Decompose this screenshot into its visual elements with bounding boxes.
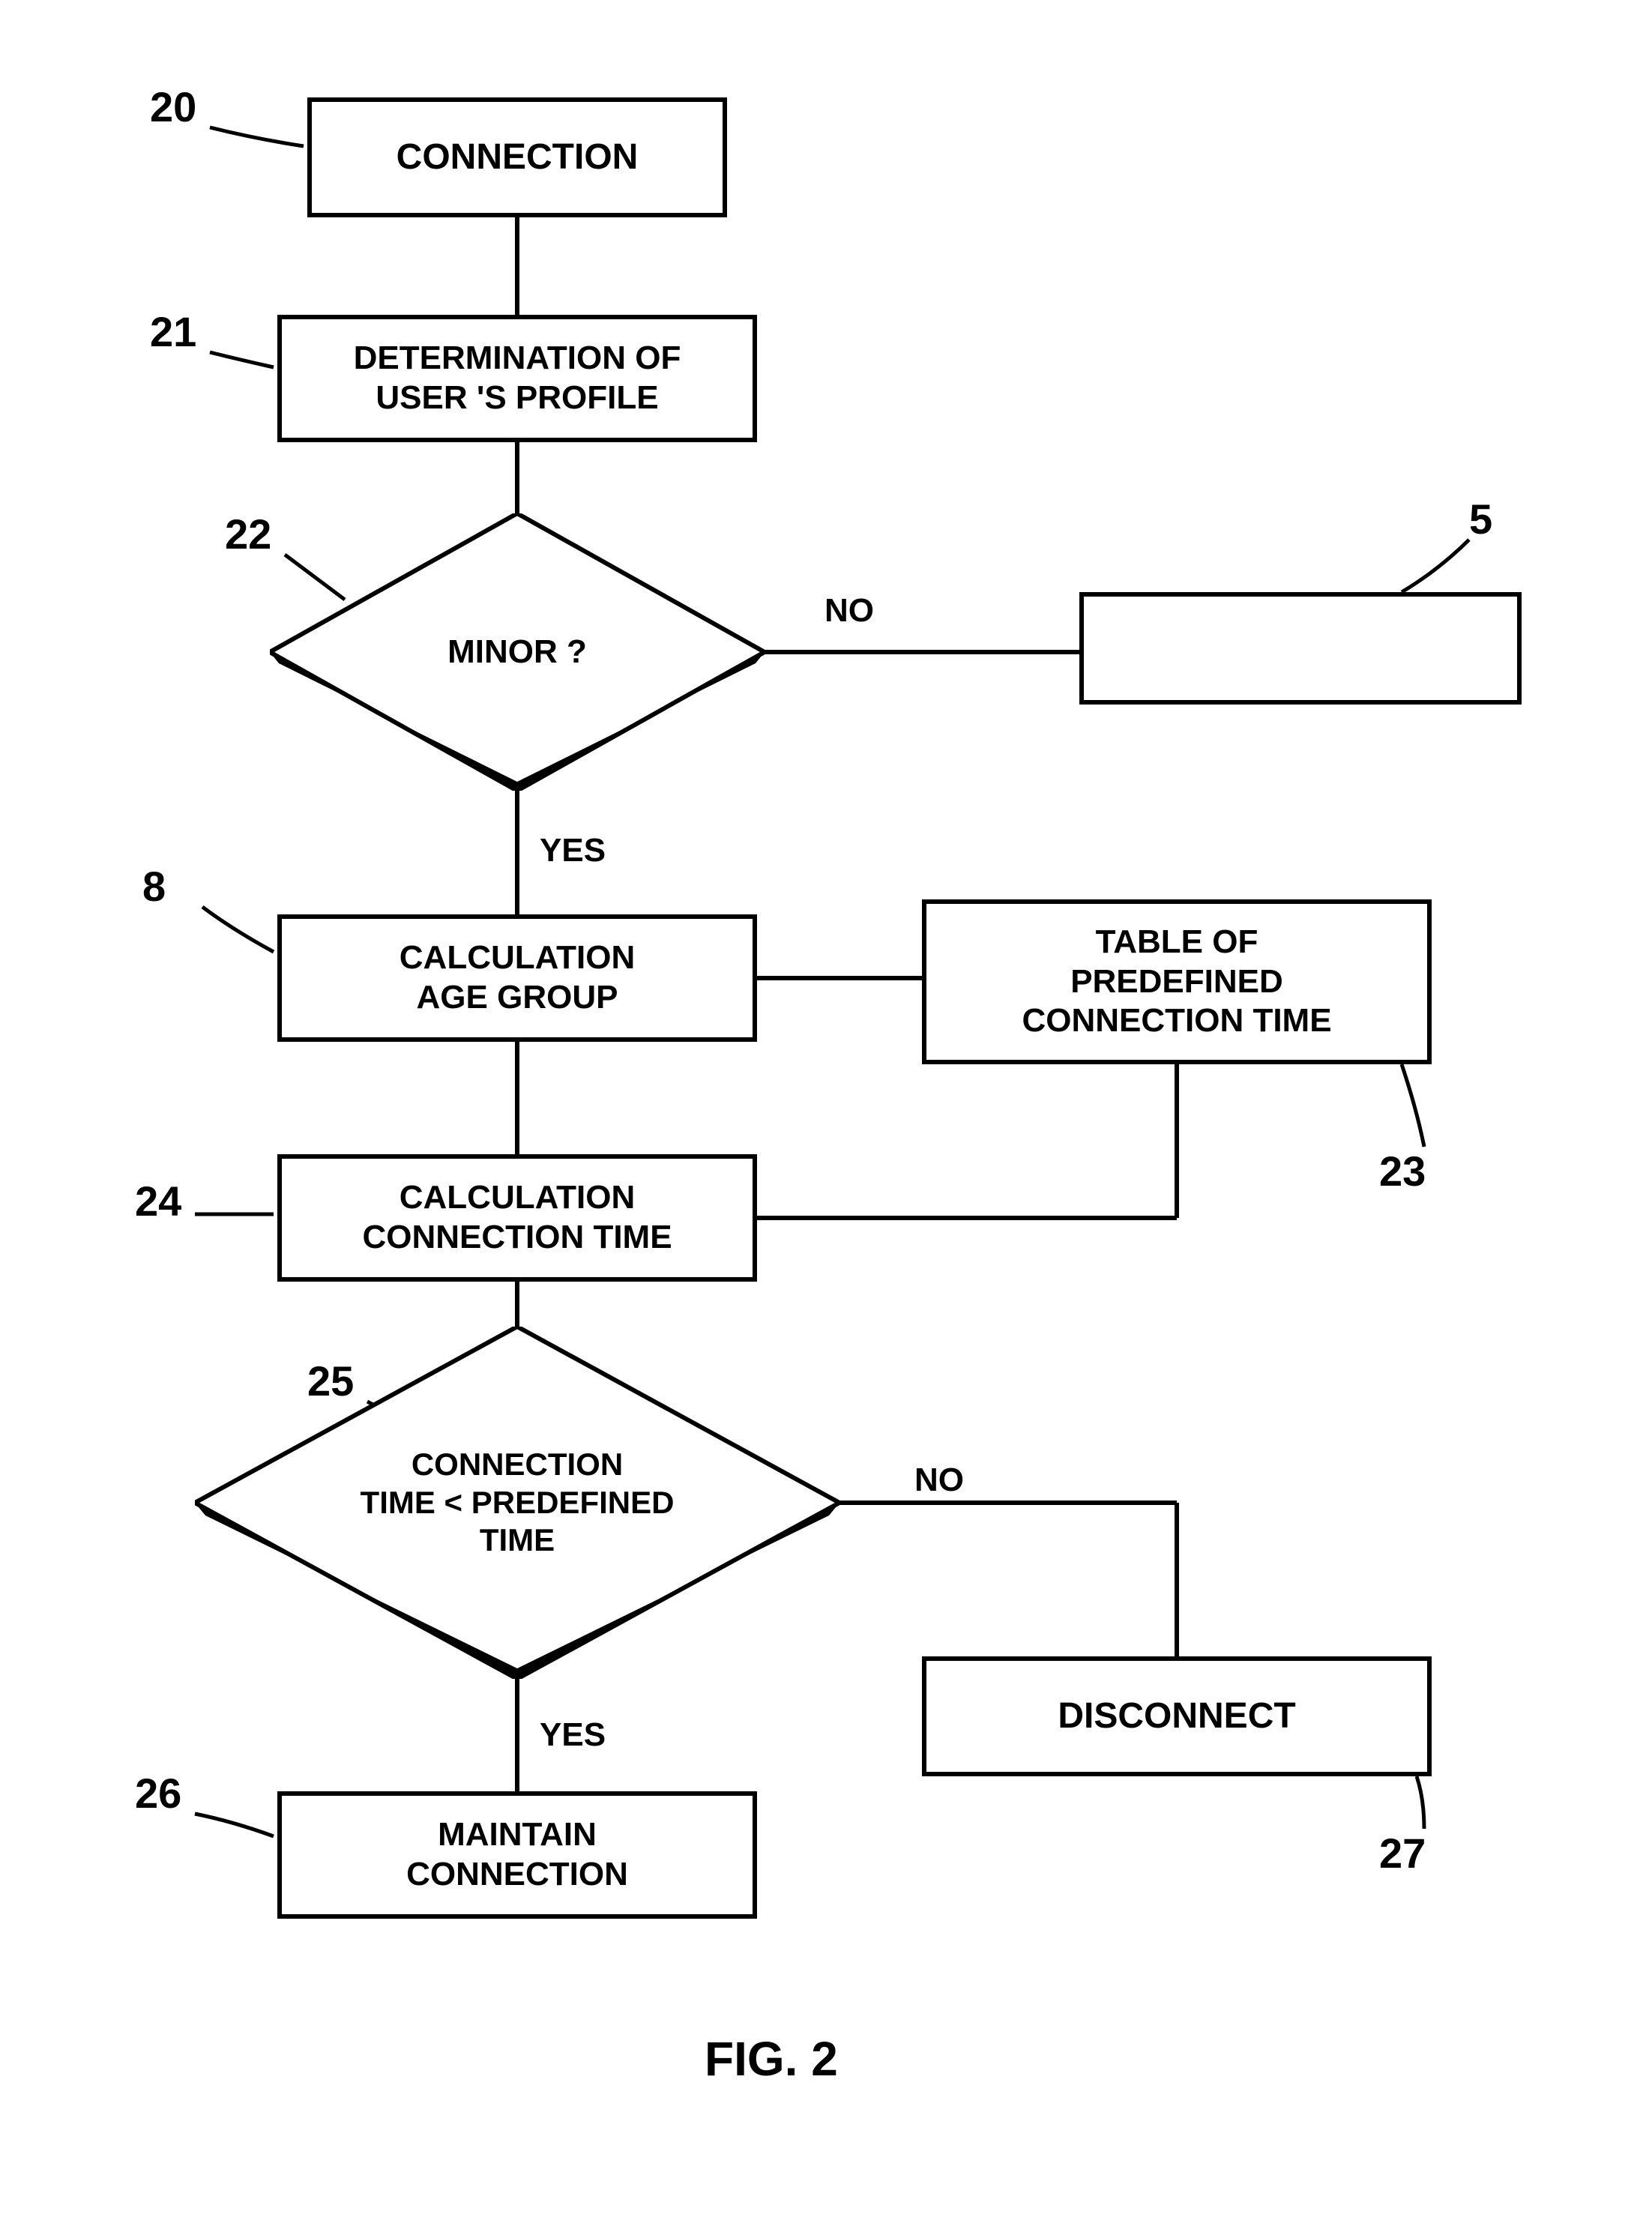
- diamond-time-check-label: CONNECTION TIME < PREDEFINED TIME: [361, 1446, 675, 1559]
- connectors: [0, 0, 1652, 2226]
- box-connection-label: CONNECTION: [397, 136, 639, 179]
- ref-27: 27: [1379, 1829, 1426, 1877]
- edge-no-minor: NO: [825, 592, 874, 630]
- ref-23: 23: [1379, 1147, 1426, 1195]
- diamond-minor-label: MINOR ?: [447, 633, 587, 672]
- box-connection: CONNECTION: [307, 97, 727, 217]
- edge-yes-time: YES: [540, 1716, 606, 1754]
- box-maintain-label: MAINTAIN CONNECTION: [406, 1815, 628, 1895]
- diamond-time-check: CONNECTION TIME < PREDEFINED TIME: [195, 1327, 839, 1679]
- ref-20: 20: [150, 82, 196, 131]
- ref-25: 25: [307, 1357, 354, 1405]
- box-disconnect-label: DISCONNECT: [1058, 1695, 1295, 1738]
- figure-caption: FIG. 2: [705, 2031, 838, 2087]
- ref-21: 21: [150, 307, 196, 356]
- ref-8: 8: [142, 862, 166, 911]
- box-age-group: CALCULATION AGE GROUP: [277, 914, 757, 1042]
- box-calc-time: CALCULATION CONNECTION TIME: [277, 1154, 757, 1282]
- ref-22: 22: [225, 510, 271, 558]
- box-profile-label: DETERMINATION OF USER 'S PROFILE: [354, 339, 681, 418]
- diamond-minor: MINOR ?: [270, 513, 765, 791]
- box-profile: DETERMINATION OF USER 'S PROFILE: [277, 315, 757, 442]
- box-table-label: TABLE OF PREDEFINED CONNECTION TIME: [1022, 923, 1331, 1041]
- ref-24: 24: [135, 1177, 181, 1225]
- ref-5: 5: [1469, 495, 1492, 543]
- ref-26: 26: [135, 1769, 181, 1818]
- edge-yes-minor: YES: [540, 832, 606, 869]
- edge-no-time: NO: [914, 1462, 964, 1499]
- flowchart-container: CONNECTION DETERMINATION OF USER 'S PROF…: [0, 0, 1652, 2226]
- box-disconnect: DISCONNECT: [922, 1656, 1432, 1776]
- box-age-group-label: CALCULATION AGE GROUP: [400, 938, 635, 1018]
- box-maintain: MAINTAIN CONNECTION: [277, 1791, 757, 1919]
- box-calc-time-label: CALCULATION CONNECTION TIME: [362, 1178, 672, 1258]
- box-minor-no: [1079, 592, 1522, 705]
- box-table: TABLE OF PREDEFINED CONNECTION TIME: [922, 899, 1432, 1064]
